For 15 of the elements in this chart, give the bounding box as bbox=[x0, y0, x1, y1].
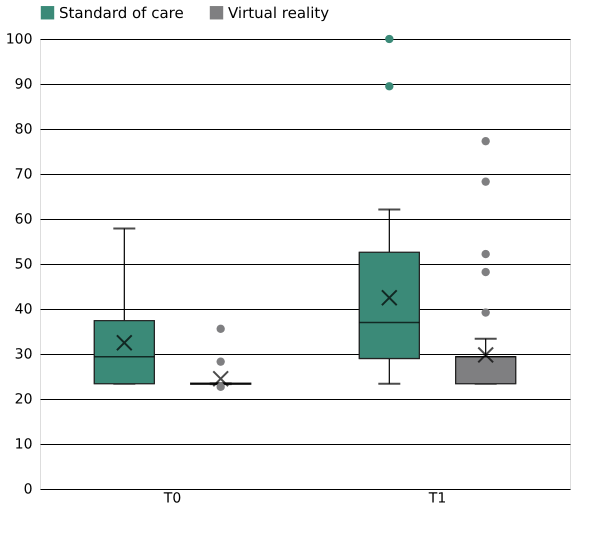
y-tick-label: 70 bbox=[14, 166, 32, 182]
y-tick-label: 0 bbox=[24, 482, 32, 498]
y-tick-label: 50 bbox=[14, 256, 32, 272]
legend-label: Standard of care bbox=[59, 4, 184, 22]
x-tick-label: T0 bbox=[162, 490, 182, 506]
y-tick-label: 100 bbox=[6, 32, 32, 48]
y-tick-label: 80 bbox=[14, 122, 32, 138]
y-tick-label: 10 bbox=[14, 436, 32, 452]
y-tick-label: 60 bbox=[14, 212, 32, 228]
y-tick-label: 90 bbox=[14, 76, 32, 92]
y-tick-label: 30 bbox=[14, 346, 32, 362]
y-tick-label: 20 bbox=[14, 392, 32, 408]
legend-label: Virtual reality bbox=[228, 4, 330, 22]
y-tick-label: 40 bbox=[14, 302, 32, 318]
x-tick-label: T1 bbox=[428, 490, 446, 506]
